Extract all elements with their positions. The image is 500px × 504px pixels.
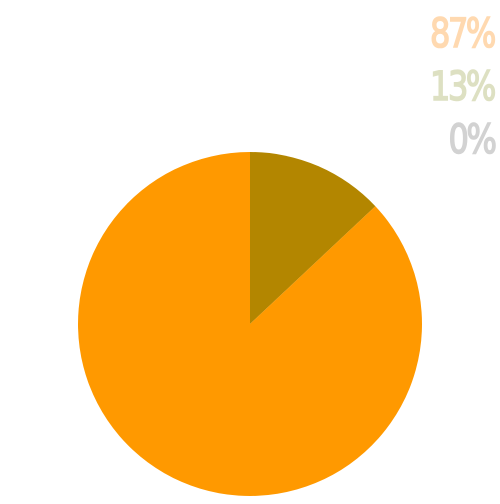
legend-label-0: 0%: [447, 116, 497, 164]
legend-label-13: 13%: [429, 63, 497, 111]
pie-slice-13: [250, 152, 376, 324]
pie-slice-87: [77, 152, 423, 497]
chart-legend: 87% 13% 0%: [414, 8, 497, 167]
legend-label-87: 87%: [429, 10, 497, 58]
